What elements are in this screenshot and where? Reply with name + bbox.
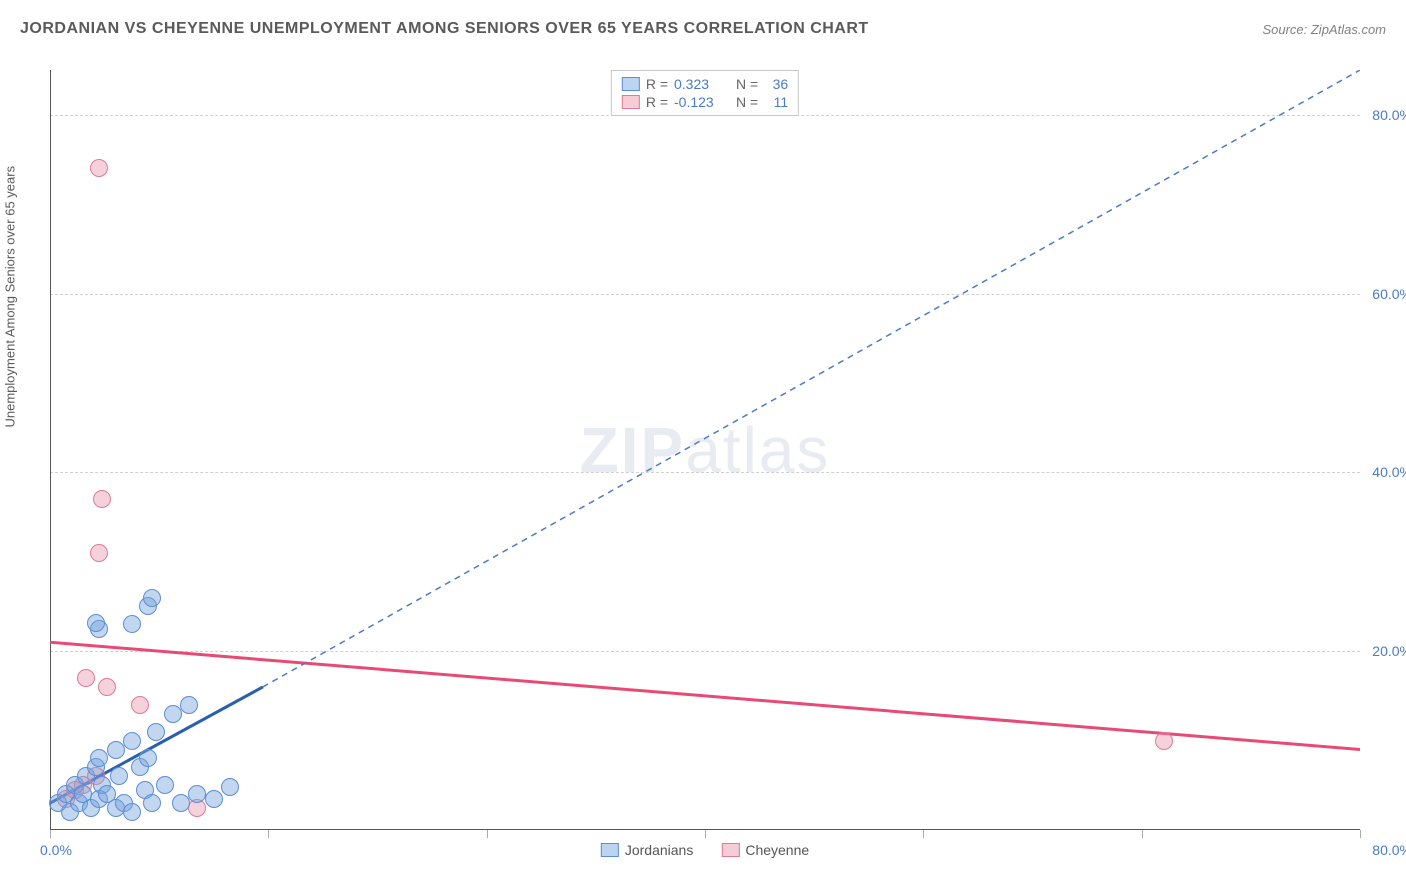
point-cheyenne	[98, 678, 116, 696]
point-jordanians	[107, 741, 125, 759]
x-tick	[705, 830, 706, 838]
gridline	[50, 294, 1360, 295]
trend-lines	[50, 70, 1360, 830]
watermark-thin: atlas	[685, 414, 830, 486]
r-value-jordanians: 0.323	[674, 76, 722, 92]
point-jordanians	[123, 803, 141, 821]
point-cheyenne	[90, 159, 108, 177]
x-tick	[1142, 830, 1143, 838]
point-cheyenne	[1155, 732, 1173, 750]
point-jordanians	[143, 589, 161, 607]
swatch-jordanians	[601, 843, 619, 857]
y-axis-label: Unemployment Among Seniors over 65 years	[3, 166, 18, 428]
x-tick	[923, 830, 924, 838]
legend-item-cheyenne: Cheyenne	[721, 842, 809, 858]
x-tick	[487, 830, 488, 838]
chart-source: Source: ZipAtlas.com	[1262, 22, 1386, 37]
r-value-cheyenne: -0.123	[674, 94, 722, 110]
point-jordanians	[164, 705, 182, 723]
point-jordanians	[139, 749, 157, 767]
point-jordanians	[110, 767, 128, 785]
n-value-cheyenne: 11	[764, 94, 788, 110]
point-cheyenne	[131, 696, 149, 714]
n-value-jordanians: 36	[764, 76, 788, 92]
watermark-bold: ZIP	[580, 414, 686, 486]
point-cheyenne	[90, 544, 108, 562]
swatch-cheyenne	[721, 843, 739, 857]
watermark: ZIPatlas	[580, 413, 831, 487]
y-tick-label: 80.0%	[1372, 107, 1406, 123]
x-tick	[50, 830, 51, 838]
swatch-cheyenne	[622, 95, 640, 109]
stats-legend: R = 0.323 N = 36 R = -0.123 N = 11	[611, 70, 799, 116]
y-tick-label: 60.0%	[1372, 286, 1406, 302]
y-tick-label: 40.0%	[1372, 464, 1406, 480]
point-jordanians	[172, 794, 190, 812]
point-jordanians	[221, 778, 239, 796]
point-jordanians	[156, 776, 174, 794]
y-tick-label: 20.0%	[1372, 643, 1406, 659]
r-label: R =	[646, 76, 668, 92]
stats-row-cheyenne: R = -0.123 N = 11	[622, 93, 788, 111]
point-jordanians	[188, 785, 206, 803]
chart-title: JORDANIAN VS CHEYENNE UNEMPLOYMENT AMONG…	[20, 20, 869, 38]
legend-item-jordanians: Jordanians	[601, 842, 694, 858]
point-jordanians	[90, 749, 108, 767]
plot-area: ZIPatlas 0.0% 80.0% R = 0.323 N = 36 R =…	[50, 70, 1360, 830]
gridline	[50, 472, 1360, 473]
r-label: R =	[646, 94, 668, 110]
x-tick-max: 80.0%	[1372, 842, 1406, 858]
point-jordanians	[147, 723, 165, 741]
legend-label-jordanians: Jordanians	[625, 842, 694, 858]
point-jordanians	[143, 794, 161, 812]
gridline	[50, 651, 1360, 652]
x-tick	[268, 830, 269, 838]
point-jordanians	[123, 615, 141, 633]
n-label: N =	[736, 94, 758, 110]
y-axis	[50, 70, 51, 830]
legend-label-cheyenne: Cheyenne	[745, 842, 809, 858]
stats-row-jordanians: R = 0.323 N = 36	[622, 75, 788, 93]
point-jordanians	[87, 614, 105, 632]
point-jordanians	[180, 696, 198, 714]
swatch-jordanians	[622, 77, 640, 91]
x-tick	[1360, 830, 1361, 838]
point-jordanians	[123, 732, 141, 750]
point-jordanians	[205, 790, 223, 808]
bottom-legend: Jordanians Cheyenne	[601, 842, 809, 858]
point-cheyenne	[93, 490, 111, 508]
x-tick-min: 0.0%	[40, 842, 72, 858]
point-cheyenne	[77, 669, 95, 687]
n-label: N =	[736, 76, 758, 92]
